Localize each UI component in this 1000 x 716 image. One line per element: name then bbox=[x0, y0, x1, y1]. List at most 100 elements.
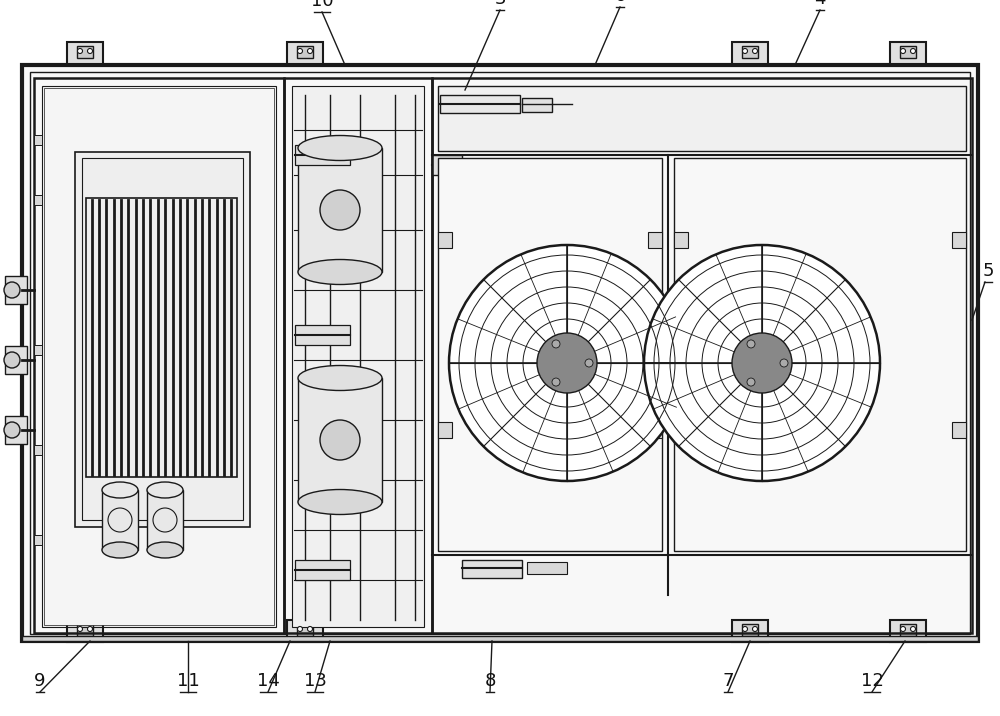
Bar bbox=[438, 232, 452, 248]
Bar bbox=[147, 490, 183, 550]
Bar bbox=[34, 445, 42, 455]
Circle shape bbox=[298, 49, 302, 54]
Circle shape bbox=[552, 378, 560, 386]
Circle shape bbox=[545, 341, 589, 385]
Circle shape bbox=[747, 340, 755, 348]
Ellipse shape bbox=[298, 490, 382, 515]
Bar bbox=[890, 42, 926, 64]
Circle shape bbox=[320, 190, 360, 230]
Circle shape bbox=[4, 422, 20, 438]
Circle shape bbox=[78, 49, 82, 54]
Ellipse shape bbox=[102, 482, 138, 498]
Circle shape bbox=[78, 626, 82, 632]
Bar bbox=[297, 624, 313, 636]
Circle shape bbox=[4, 282, 20, 298]
Bar bbox=[287, 620, 323, 642]
Ellipse shape bbox=[298, 259, 382, 284]
Circle shape bbox=[88, 49, 92, 54]
Text: 14: 14 bbox=[257, 672, 279, 690]
Bar bbox=[22, 65, 978, 641]
Bar bbox=[298, 148, 382, 272]
Circle shape bbox=[753, 49, 758, 54]
Bar bbox=[67, 620, 103, 642]
Bar bbox=[295, 325, 350, 345]
Bar bbox=[67, 42, 103, 64]
Circle shape bbox=[910, 49, 916, 54]
Bar bbox=[952, 232, 966, 248]
Bar bbox=[900, 46, 916, 58]
Bar bbox=[22, 636, 978, 641]
Ellipse shape bbox=[102, 542, 138, 558]
Text: 3: 3 bbox=[494, 0, 506, 8]
Text: 12: 12 bbox=[861, 672, 883, 690]
Circle shape bbox=[88, 626, 92, 632]
Bar bbox=[900, 624, 916, 636]
Circle shape bbox=[308, 626, 312, 632]
Circle shape bbox=[732, 333, 792, 393]
Circle shape bbox=[740, 341, 784, 385]
Bar bbox=[34, 535, 42, 545]
Ellipse shape bbox=[298, 365, 382, 390]
Circle shape bbox=[753, 626, 758, 632]
Bar bbox=[77, 46, 93, 58]
Bar bbox=[5, 416, 27, 444]
Circle shape bbox=[449, 245, 685, 481]
Bar bbox=[674, 422, 688, 438]
Text: 9: 9 bbox=[34, 672, 46, 690]
Circle shape bbox=[742, 49, 748, 54]
Text: 11: 11 bbox=[177, 672, 199, 690]
Bar bbox=[438, 86, 966, 151]
Bar bbox=[102, 490, 138, 550]
Circle shape bbox=[742, 626, 748, 632]
Circle shape bbox=[537, 333, 597, 393]
Circle shape bbox=[900, 49, 906, 54]
Bar bbox=[432, 155, 462, 175]
Bar bbox=[5, 346, 27, 374]
Circle shape bbox=[780, 359, 788, 367]
Text: 13: 13 bbox=[304, 672, 326, 690]
Bar bbox=[732, 42, 768, 64]
Circle shape bbox=[308, 49, 312, 54]
Ellipse shape bbox=[298, 135, 382, 160]
Circle shape bbox=[910, 626, 916, 632]
Circle shape bbox=[4, 352, 20, 368]
Bar bbox=[462, 560, 522, 578]
Bar bbox=[438, 158, 662, 551]
Bar bbox=[732, 620, 768, 642]
Text: 7: 7 bbox=[722, 672, 734, 690]
Bar bbox=[674, 158, 966, 551]
Bar bbox=[284, 78, 432, 633]
Bar bbox=[298, 378, 382, 502]
Bar bbox=[42, 86, 276, 627]
Ellipse shape bbox=[147, 542, 183, 558]
Bar bbox=[295, 560, 350, 580]
Bar bbox=[34, 78, 284, 633]
Bar bbox=[5, 276, 27, 304]
Text: 6: 6 bbox=[614, 0, 626, 5]
Bar bbox=[648, 232, 662, 248]
Bar bbox=[890, 620, 926, 642]
Text: 4: 4 bbox=[814, 0, 826, 8]
Circle shape bbox=[552, 340, 560, 348]
Circle shape bbox=[747, 378, 755, 386]
Bar bbox=[34, 195, 42, 205]
Bar bbox=[440, 95, 520, 113]
Circle shape bbox=[900, 626, 906, 632]
Circle shape bbox=[644, 245, 880, 481]
Bar bbox=[438, 422, 452, 438]
Circle shape bbox=[320, 420, 360, 460]
Bar bbox=[77, 624, 93, 636]
Circle shape bbox=[553, 349, 581, 377]
Bar bbox=[527, 562, 567, 574]
Circle shape bbox=[748, 349, 776, 377]
Bar bbox=[82, 158, 243, 520]
Bar bbox=[287, 42, 323, 64]
Bar bbox=[297, 46, 313, 58]
Bar bbox=[674, 232, 688, 248]
Bar bbox=[75, 152, 250, 527]
Bar bbox=[292, 86, 424, 627]
Bar bbox=[295, 145, 350, 165]
Bar bbox=[34, 345, 42, 355]
Bar bbox=[742, 624, 758, 636]
Bar bbox=[34, 135, 42, 145]
